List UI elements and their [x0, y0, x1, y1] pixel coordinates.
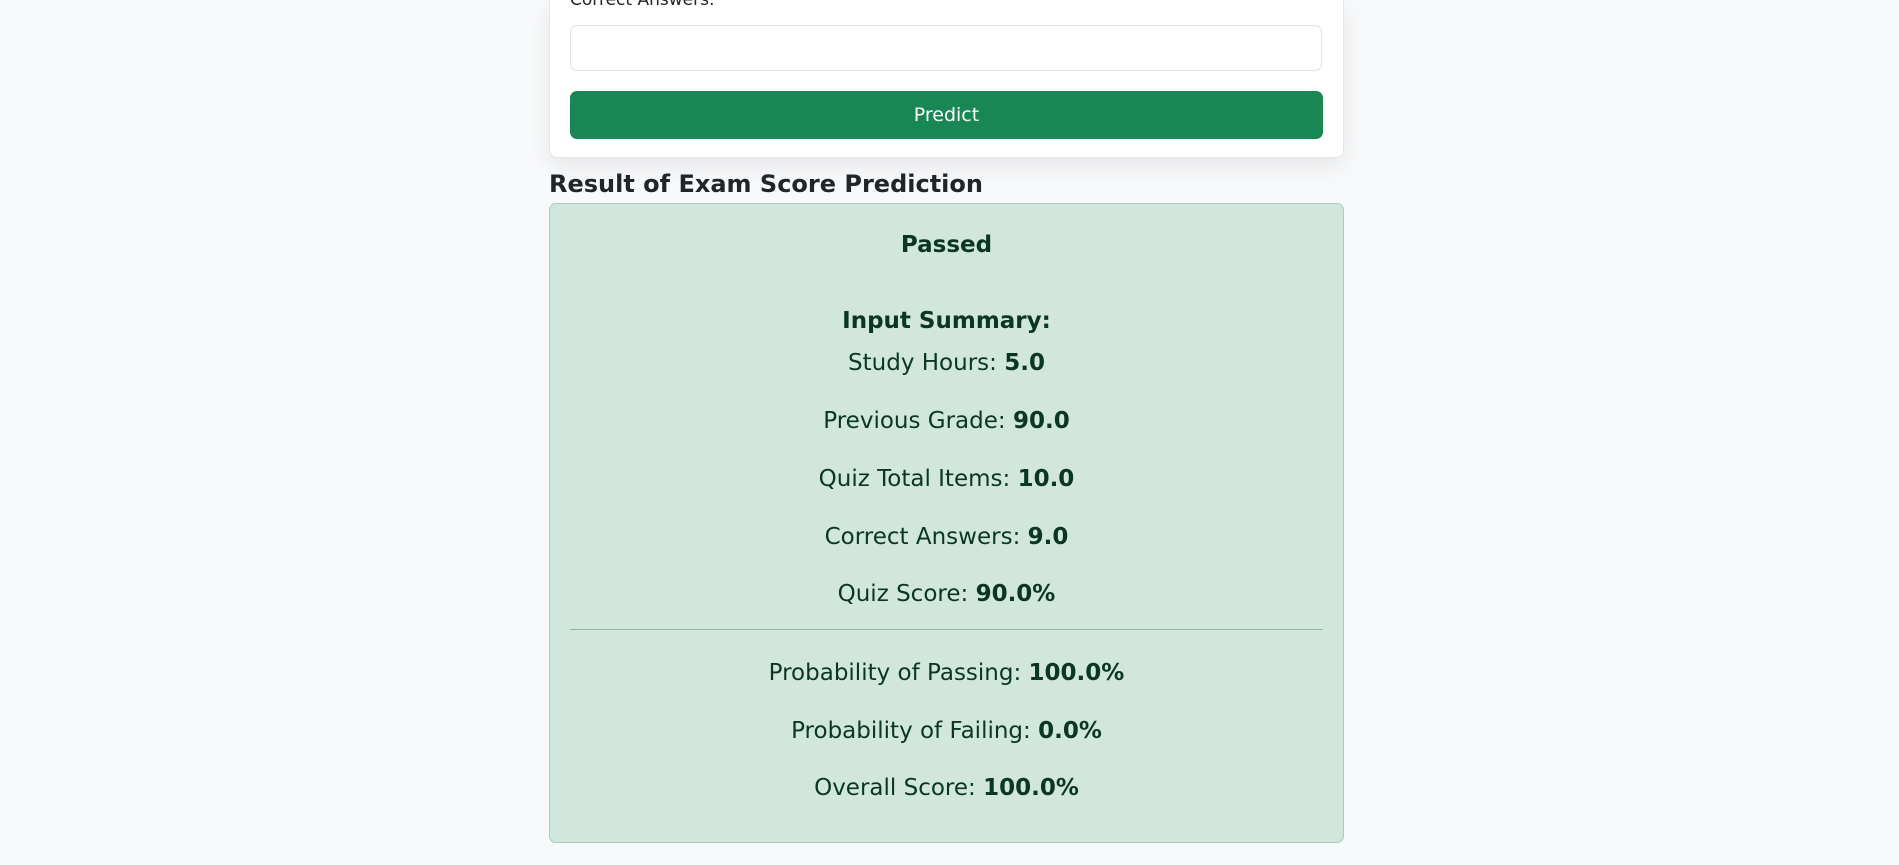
study-hours-row: Study Hours: 5.0	[550, 348, 1343, 378]
result-divider	[570, 629, 1323, 630]
quiz-score-label: Quiz Score:	[837, 581, 976, 607]
quiz-score-row: Quiz Score: 90.0%	[550, 579, 1343, 609]
probability-passing-value: 100.0%	[1028, 660, 1125, 686]
correct-answers-input[interactable]	[570, 25, 1322, 71]
correct-answers-value: 9.0	[1027, 524, 1069, 550]
previous-grade-row: Previous Grade: 90.0	[550, 406, 1343, 436]
predict-button[interactable]: Predict	[570, 91, 1323, 139]
study-hours-label: Study Hours:	[848, 350, 1005, 376]
correct-answers-row: Correct Answers: 9.0	[550, 522, 1343, 552]
result-heading: Result of Exam Score Prediction	[549, 170, 983, 198]
overall-score-label: Overall Score:	[814, 775, 984, 801]
study-hours-value: 5.0	[1004, 350, 1045, 376]
overall-score-row: Overall Score: 100.0%	[550, 773, 1343, 803]
prediction-form-card: Correct Answers: Predict	[549, 0, 1344, 158]
probability-failing-label: Probability of Failing:	[791, 718, 1039, 744]
input-summary-title: Input Summary:	[842, 308, 1051, 334]
result-status: Passed	[900, 232, 993, 258]
probability-failing-value: 0.0%	[1038, 718, 1102, 744]
quiz-total-value: 10.0	[1017, 466, 1075, 492]
probability-passing-row: Probability of Passing: 100.0%	[550, 658, 1343, 688]
quiz-total-row: Quiz Total Items: 10.0	[550, 464, 1343, 494]
overall-score-value: 100.0%	[983, 775, 1079, 801]
correct-answers-label: Correct Answers:	[570, 0, 715, 10]
correct-answers-summary-label: Correct Answers:	[824, 524, 1028, 550]
quiz-score-value: 90.0%	[975, 581, 1056, 607]
probability-failing-row: Probability of Failing: 0.0%	[550, 716, 1343, 746]
previous-grade-label: Previous Grade:	[823, 408, 1013, 434]
result-alert: Passed Input Summary: Study Hours: 5.0 P…	[549, 203, 1344, 843]
previous-grade-value: 90.0	[1012, 408, 1070, 434]
main-container: Correct Answers: Predict Result of Exam …	[549, 0, 1344, 843]
probability-passing-label: Probability of Passing:	[768, 660, 1029, 686]
quiz-total-label: Quiz Total Items:	[818, 466, 1018, 492]
